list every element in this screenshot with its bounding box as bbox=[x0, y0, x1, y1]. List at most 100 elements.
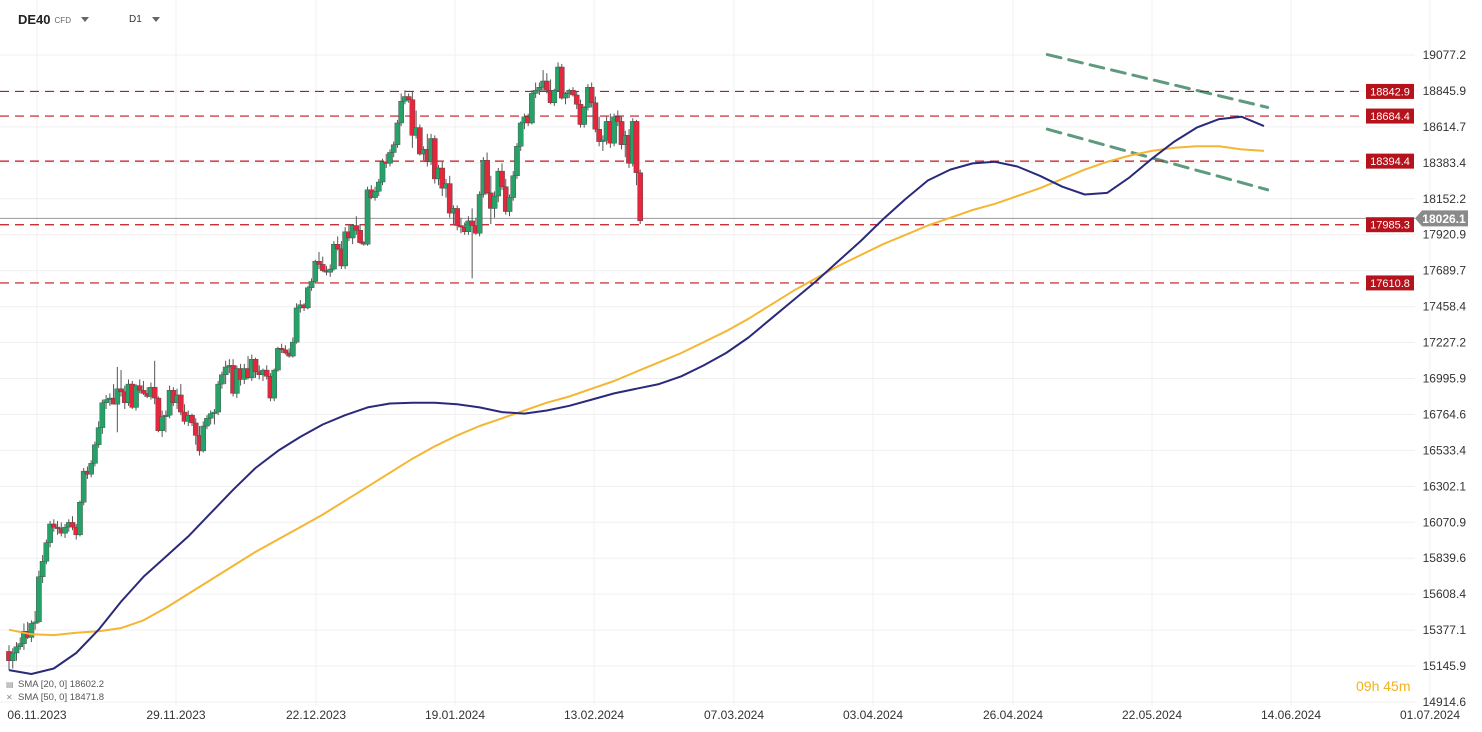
candle-body bbox=[136, 385, 143, 391]
price-tick-label: 15608.4 bbox=[1423, 587, 1467, 601]
candle-bull bbox=[305, 286, 311, 310]
price-axis[interactable]: 19077.2 18845.9 18614.7 18383.4 18152.2 17920… bbox=[1423, 48, 1467, 709]
candle-body bbox=[207, 413, 214, 419]
candle-bull bbox=[581, 105, 587, 128]
candle-bull bbox=[379, 158, 386, 186]
symbol-type: CFD bbox=[54, 15, 71, 25]
candle-bear bbox=[155, 396, 162, 433]
candle-body bbox=[219, 374, 225, 385]
candle-body bbox=[588, 87, 595, 103]
time-tick-label: 22.12.2023 bbox=[286, 708, 346, 722]
candle-bull bbox=[222, 360, 229, 385]
candle-bull bbox=[13, 642, 20, 661]
candle-bear bbox=[570, 87, 576, 97]
candle-body bbox=[43, 542, 50, 562]
legend-sma50[interactable]: ✕ SMA [50, 0] 18471.8 bbox=[6, 692, 104, 705]
candle-bull bbox=[308, 278, 315, 291]
candle-body bbox=[417, 127, 423, 155]
candle-bear bbox=[192, 418, 199, 445]
candle-body bbox=[9, 652, 16, 661]
candle-body bbox=[596, 128, 602, 142]
candle-body bbox=[99, 402, 106, 428]
time-tick-label: 07.03.2024 bbox=[704, 708, 764, 722]
candle-body bbox=[222, 366, 229, 375]
candle-body bbox=[398, 100, 404, 124]
candle-body bbox=[140, 390, 147, 394]
candle-body bbox=[375, 181, 382, 192]
candle-bull bbox=[514, 143, 520, 179]
candle-body bbox=[163, 414, 169, 417]
candle-body bbox=[13, 646, 20, 654]
candle-body bbox=[200, 425, 207, 452]
candle-body bbox=[69, 522, 76, 528]
candle-bear bbox=[592, 96, 599, 133]
time-axis[interactable]: 06.11.2023 29.11.2023 22.12.2023 19.01.2024… bbox=[7, 708, 1460, 722]
legend-sma20[interactable]: ▤ SMA [20, 0] 18602.2 bbox=[6, 679, 104, 692]
candle-bull bbox=[372, 186, 378, 201]
candle-bear bbox=[316, 251, 322, 270]
current-price-label: 18026.1 bbox=[1422, 212, 1466, 226]
settings-icon[interactable]: ▤ bbox=[6, 680, 14, 689]
price-tick-label: 15839.6 bbox=[1423, 551, 1467, 565]
candle-bear bbox=[417, 124, 423, 156]
timeframe-selector[interactable]: D1 bbox=[128, 13, 142, 25]
price-tick-label: 17458.4 bbox=[1423, 300, 1467, 314]
candle-body bbox=[491, 195, 498, 209]
candle-body bbox=[263, 369, 270, 377]
candle-bear bbox=[558, 63, 565, 100]
candle-body bbox=[271, 369, 277, 399]
candle-bear bbox=[588, 82, 595, 108]
candle-bull bbox=[364, 186, 371, 246]
price-tick-label: 16070.9 bbox=[1423, 515, 1467, 529]
time-tick-label: 22.05.2024 bbox=[1122, 708, 1182, 722]
candle-bull bbox=[293, 303, 300, 344]
candle-body bbox=[458, 225, 464, 228]
price-tick-label: 16533.4 bbox=[1423, 443, 1467, 457]
symbol-dropdown-icon[interactable] bbox=[80, 16, 89, 22]
candle-bear bbox=[252, 357, 259, 378]
candle-bull bbox=[387, 149, 393, 167]
timeframe-dropdown-icon[interactable] bbox=[151, 16, 160, 22]
indicator-legend: ▤ SMA [20, 0] 18602.2 ✕ SMA [50, 0] 1847… bbox=[6, 679, 104, 704]
price-tick-label: 16764.6 bbox=[1423, 407, 1467, 421]
candle-bull bbox=[331, 241, 337, 271]
candle-body bbox=[581, 107, 587, 125]
level-badge-label: 17985.3 bbox=[1370, 220, 1410, 232]
candle-body bbox=[211, 411, 218, 414]
candle-body bbox=[439, 167, 446, 189]
candle-body bbox=[155, 397, 162, 431]
candle-body bbox=[159, 416, 165, 431]
candle-body bbox=[204, 418, 210, 427]
candle-body bbox=[192, 422, 199, 436]
candle-body bbox=[618, 121, 625, 145]
candle-bear bbox=[633, 119, 640, 186]
candle-bull bbox=[491, 191, 498, 218]
candle-bear bbox=[446, 175, 453, 218]
candle-bear bbox=[319, 256, 326, 273]
candle-body bbox=[316, 261, 322, 265]
candle-body bbox=[80, 470, 87, 503]
candle-bear bbox=[454, 205, 461, 231]
candle-bear bbox=[409, 91, 416, 148]
level-badge bbox=[1366, 108, 1414, 124]
timer-h-unit: h bbox=[1371, 678, 1380, 694]
candle-body bbox=[133, 385, 139, 408]
trend-channel bbox=[1045, 53, 1270, 192]
price-tick-label: 16995.9 bbox=[1423, 372, 1467, 386]
moving-averages bbox=[8, 115, 1265, 675]
candle-body bbox=[551, 90, 558, 103]
symbol-name[interactable]: DE40 bbox=[18, 11, 51, 27]
candle-body bbox=[484, 160, 490, 194]
close-icon[interactable]: ✕ bbox=[6, 692, 13, 702]
candle-body bbox=[372, 191, 378, 198]
candle-bull bbox=[17, 637, 24, 650]
candle-bull bbox=[275, 346, 281, 372]
time-tick-label: 01.07.2024 bbox=[1400, 708, 1460, 722]
candle-body bbox=[465, 220, 472, 232]
level-badge-label: 18684.4 bbox=[1370, 111, 1410, 123]
candle-body bbox=[278, 348, 285, 351]
candle-body bbox=[118, 388, 124, 393]
candle-bull bbox=[219, 371, 225, 389]
grid bbox=[0, 0, 1431, 706]
